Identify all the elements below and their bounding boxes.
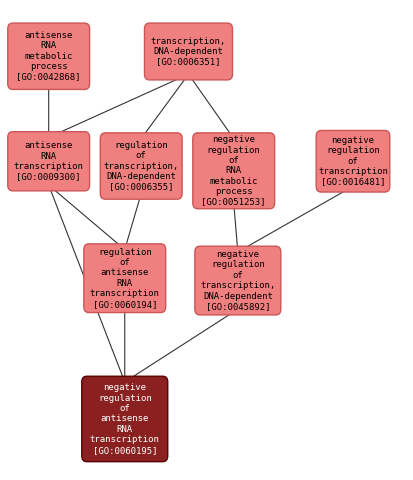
Text: antisense
RNA
metabolic
process
[GO:0042868]: antisense RNA metabolic process [GO:0042… (17, 31, 81, 82)
FancyBboxPatch shape (100, 133, 182, 199)
FancyBboxPatch shape (192, 133, 274, 209)
Text: regulation
of
transcription,
DNA-dependent
[GO:0006355]: regulation of transcription, DNA-depende… (103, 141, 178, 192)
Text: negative
regulation
of
antisense
RNA
transcription
[GO:0060195]: negative regulation of antisense RNA tra… (90, 383, 159, 455)
Text: transcription,
DNA-dependent
[GO:0006351]: transcription, DNA-dependent [GO:0006351… (150, 36, 225, 66)
Text: antisense
RNA
transcription
[GO:0009300]: antisense RNA transcription [GO:0009300] (14, 141, 83, 181)
FancyBboxPatch shape (144, 23, 232, 80)
FancyBboxPatch shape (8, 23, 89, 89)
FancyBboxPatch shape (8, 132, 89, 191)
Text: negative
regulation
of
transcription,
DNA-dependent
[GO:0045892]: negative regulation of transcription, DN… (200, 250, 275, 311)
FancyBboxPatch shape (316, 131, 389, 192)
Text: negative
regulation
of
RNA
metabolic
process
[GO:0051253]: negative regulation of RNA metabolic pro… (201, 135, 265, 206)
FancyBboxPatch shape (84, 244, 165, 312)
FancyBboxPatch shape (82, 376, 167, 462)
Text: regulation
of
antisense
RNA
transcription
[GO:0060194]: regulation of antisense RNA transcriptio… (90, 248, 159, 309)
Text: negative
regulation
of
transcription
[GO:0016481]: negative regulation of transcription [GO… (317, 136, 387, 187)
FancyBboxPatch shape (195, 246, 280, 315)
